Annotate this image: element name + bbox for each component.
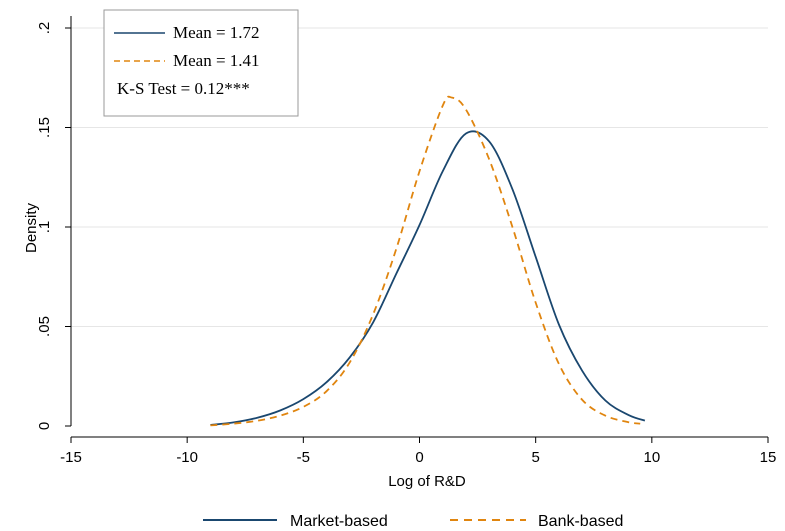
x-axis-title: Log of R&D	[388, 473, 466, 490]
x-tick-label-6: 15	[760, 449, 777, 466]
y-tick-label-1: .05	[36, 316, 53, 337]
bank-based-density-line	[210, 95, 641, 427]
y-tick-label-2: .1	[36, 221, 53, 234]
annotation-ks-test: K-S Test = 0.12***	[117, 79, 250, 98]
y-tick-label-3: .15	[36, 117, 53, 138]
annotation-box-frame	[103, 9, 299, 117]
y-tick-label-0: 0	[36, 422, 53, 430]
bottom-legend: Market-based Bank-based	[203, 513, 623, 530]
x-tick-label-0: -15	[60, 449, 82, 466]
annotation-mean-bank: Mean = 1.41	[173, 51, 260, 70]
x-tick-label-1: -10	[176, 449, 198, 466]
x-tick-label-4: 5	[531, 449, 539, 466]
legend-market-label: Market-based	[290, 513, 388, 530]
x-tick-label-2: -5	[297, 449, 310, 466]
market-based-density-line	[210, 130, 646, 426]
y-tick-label-4: .2	[36, 22, 53, 35]
annotation-box: Mean = 1.72 Mean = 1.41 K-S Test = 0.12*…	[103, 9, 299, 117]
axes: 0 .05 .1 .15 .2 -15 -10 -5 0 5 10 15	[36, 16, 776, 466]
x-tick-label-3: 0	[415, 449, 423, 466]
series-lines	[210, 95, 646, 427]
legend-bank-label: Bank-based	[538, 513, 623, 530]
x-tick-label-5: 10	[643, 449, 660, 466]
annotation-mean-market: Mean = 1.72	[173, 23, 260, 42]
y-axis-title: Density	[23, 202, 40, 253]
